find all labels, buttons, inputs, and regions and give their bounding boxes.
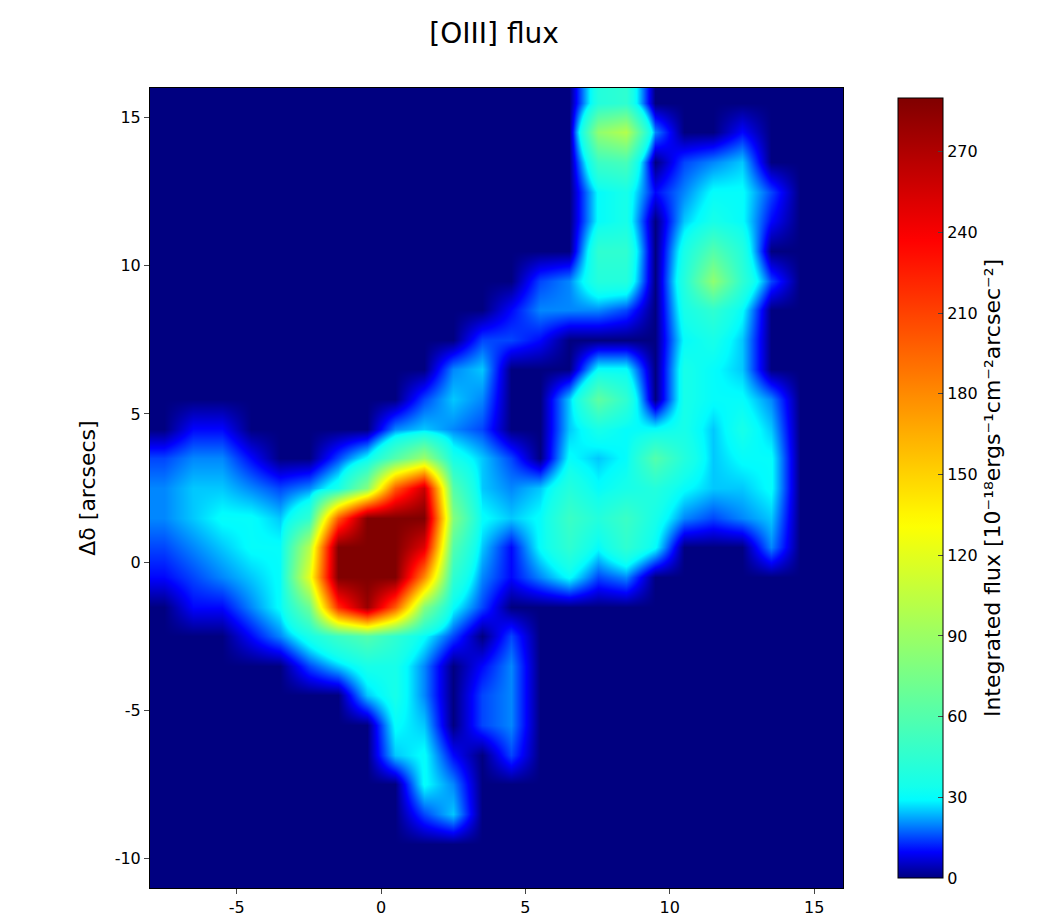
svg-text:210: 210 [947,304,978,323]
svg-text:Integrated flux [10⁻¹⁸ergs⁻¹cm: Integrated flux [10⁻¹⁸ergs⁻¹cm⁻²arcsec⁻²… [980,259,1005,717]
svg-text:10: 10 [660,898,680,917]
svg-text:15: 15 [120,108,140,127]
svg-text:30: 30 [947,788,967,807]
svg-text:270: 270 [947,142,978,161]
svg-text:[OIII] flux: [OIII] flux [429,17,559,50]
svg-text:5: 5 [520,898,530,917]
svg-text:0: 0 [376,898,386,917]
svg-text:5: 5 [131,405,141,424]
svg-text:-10: -10 [115,849,141,868]
svg-text:180: 180 [947,384,978,403]
svg-text:150: 150 [947,465,978,484]
svg-text:15: 15 [804,898,824,917]
svg-text:-5: -5 [229,898,245,917]
svg-text:120: 120 [947,546,978,565]
svg-text:0: 0 [947,869,957,888]
svg-text:90: 90 [947,627,967,646]
svg-text:10: 10 [120,256,140,275]
svg-text:0: 0 [131,553,141,572]
svg-text:Δδ [arcsecs]: Δδ [arcsecs] [75,420,100,555]
svg-text:60: 60 [947,707,967,726]
svg-text:-5: -5 [125,701,141,720]
svg-text:240: 240 [947,223,978,242]
